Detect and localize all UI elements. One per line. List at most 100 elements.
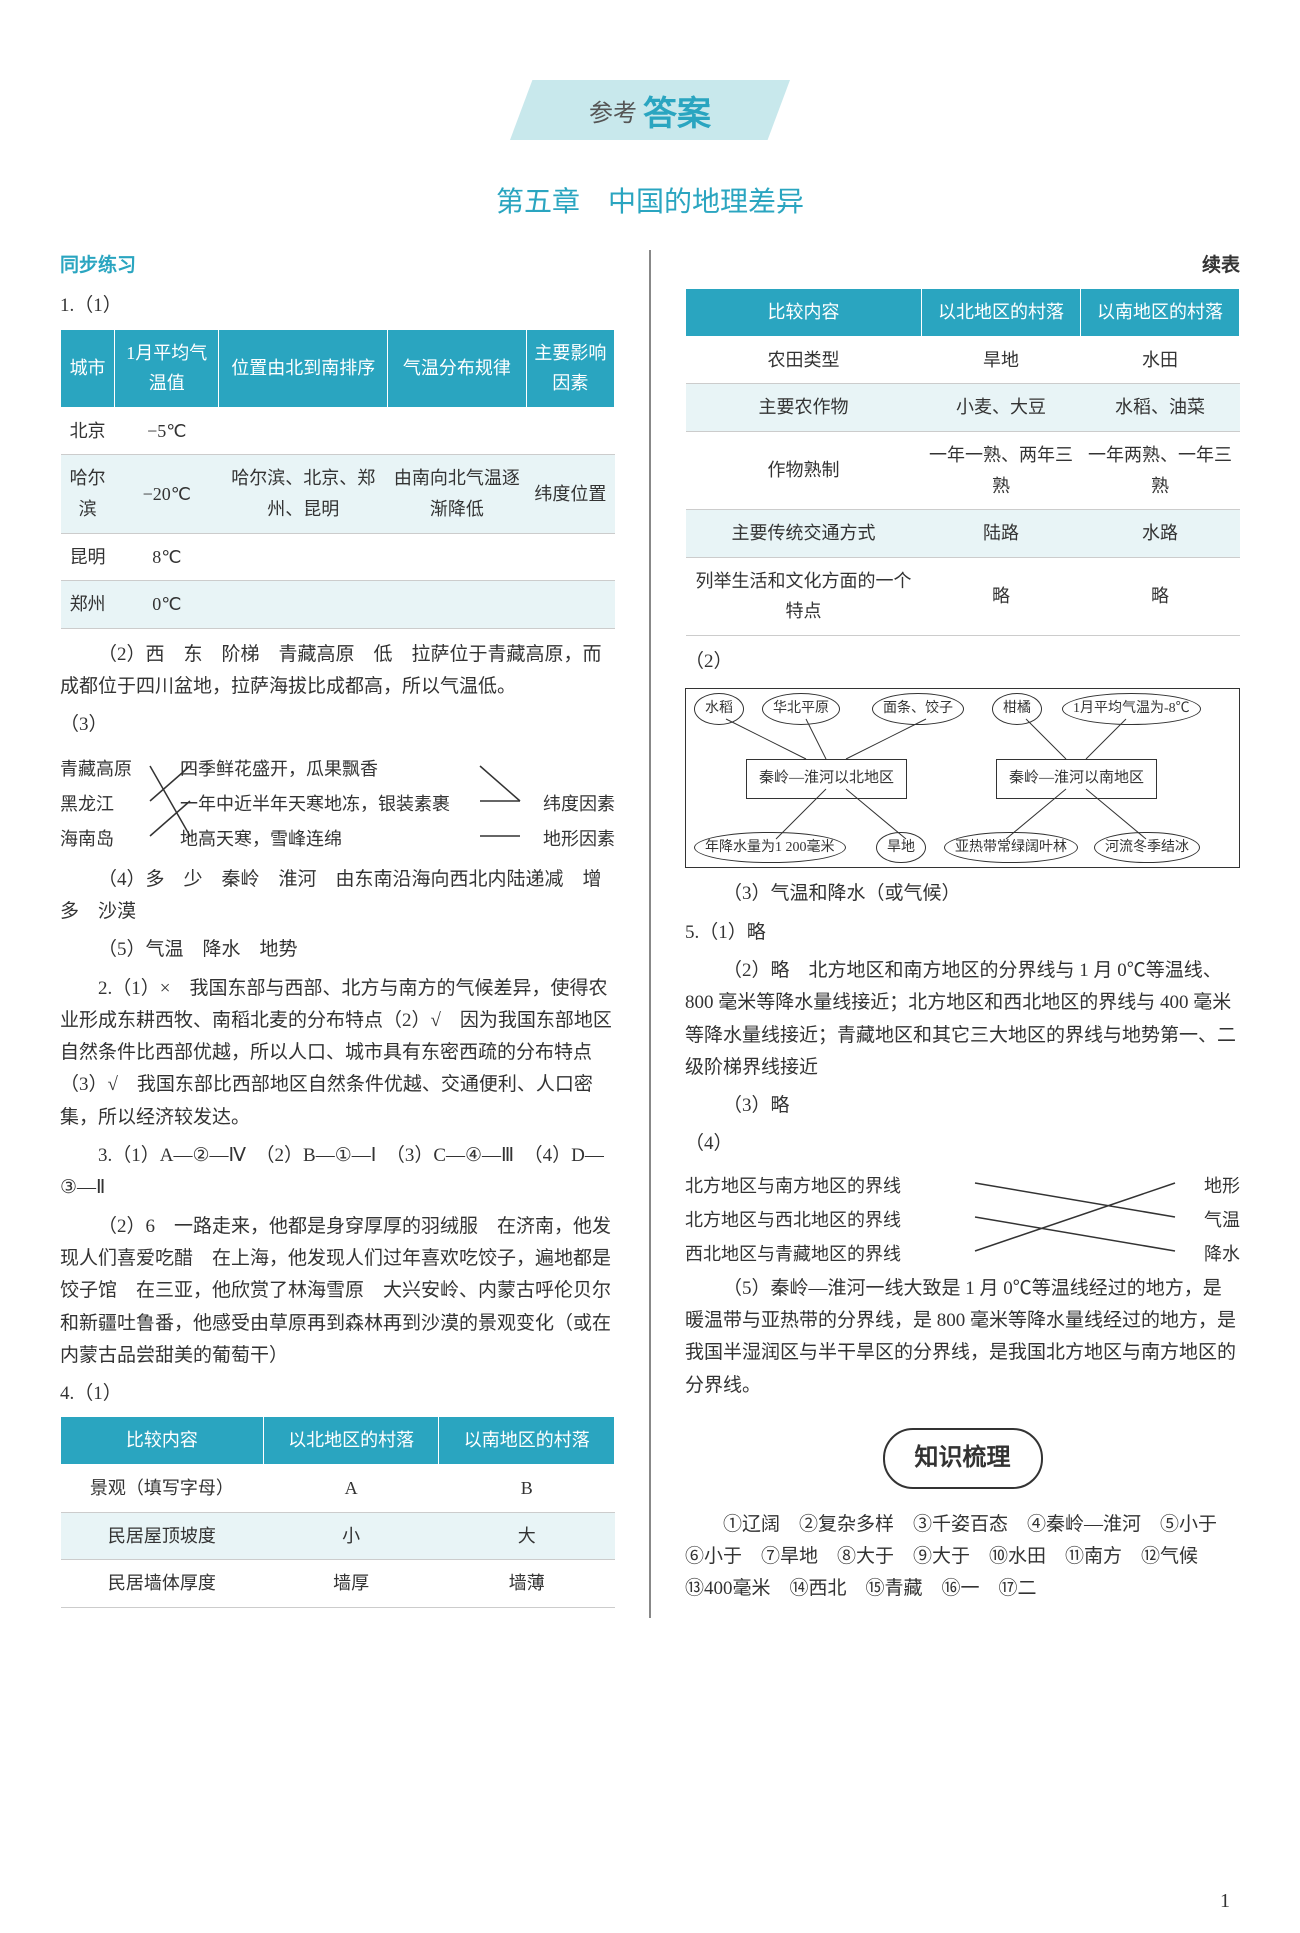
table-cell [219, 533, 388, 581]
oval-1: 水稻 [694, 693, 744, 725]
oval-6: 年降水量为1 200毫米 [694, 832, 846, 864]
table-cell: 略 [1081, 557, 1240, 635]
table-row: 昆明8℃ [61, 533, 615, 581]
match2-r1: 气温 [1204, 1205, 1240, 1236]
table-header: 城市 [61, 329, 115, 407]
table-row: 民居墙体厚度墙厚墙薄 [61, 1560, 615, 1608]
table-cell: 纬度位置 [526, 455, 614, 533]
match1-l2: 海南岛 [60, 824, 114, 855]
match1-r1: 纬度因素 [543, 789, 615, 820]
table-cell: 水路 [1081, 510, 1240, 558]
two-column-layout: 同步练习 1.（1） 城市1月平均气温值位置由北到南排序气温分布规律主要影响因素… [60, 250, 1240, 1618]
table-cell: 景观（填写字母） [61, 1464, 264, 1512]
table-cell: 略 [922, 557, 1081, 635]
left-column: 同步练习 1.（1） 城市1月平均气温值位置由北到南排序气温分布规律主要影响因素… [60, 250, 615, 1618]
oval-8: 亚热带常绿阔叶林 [944, 832, 1078, 864]
table-header: 位置由北到南排序 [219, 329, 388, 407]
table-row: 北京−5℃ [61, 407, 615, 455]
oval-4: 柑橘 [992, 693, 1042, 725]
answer-1-2: （2）西 东 阶梯 青藏高原 低 拉萨位于青藏高原，而成都位于四川盆地，拉萨海拔… [60, 639, 615, 704]
table-cell: 昆明 [61, 533, 115, 581]
match1-m1: 一年中近半年天寒地冻，银装素裹 [180, 789, 460, 820]
table-row: 列举生活和文化方面的一个特点略略 [686, 557, 1240, 635]
concept-diagram: 水稻 华北平原 面条、饺子 柑橘 1月平均气温为-8℃ 秦岭—淮河以北地区 秦岭… [685, 688, 1240, 868]
table-city-temperature: 城市1月平均气温值位置由北到南排序气温分布规律主要影响因素 北京−5℃哈尔滨−2… [60, 329, 615, 629]
table-header: 以北地区的村落 [922, 289, 1081, 337]
table-cell [388, 533, 527, 581]
table-header: 比较内容 [61, 1417, 264, 1465]
match1-l1: 黑龙江 [60, 789, 114, 820]
box-north: 秦岭—淮河以北地区 [746, 759, 907, 799]
table-cell: 水稻、油菜 [1081, 384, 1240, 432]
box-south: 秦岭—淮河以南地区 [996, 759, 1157, 799]
table-cell: 旱地 [922, 336, 1081, 384]
answer-1-5: （5）气温 降水 地势 [60, 934, 615, 966]
table-cell: A [263, 1464, 439, 1512]
match2-l0: 北方地区与南方地区的界线 [685, 1171, 901, 1202]
answer-1-3-label: （3） [60, 709, 615, 741]
table-cell: 大 [439, 1512, 615, 1560]
table-cell [219, 407, 388, 455]
section-label: 同步练习 [60, 250, 615, 282]
match2-r2: 降水 [1204, 1239, 1240, 1270]
table-header: 主要影响因素 [526, 329, 614, 407]
table-cell: 北京 [61, 407, 115, 455]
match1-m2: 地高天寒，雪峰连绵 [180, 824, 460, 855]
table-row: 景观（填写字母）AB [61, 1464, 615, 1512]
table-header: 以南地区的村落 [439, 1417, 615, 1465]
table-cell [388, 407, 527, 455]
match2-r0: 地形 [1204, 1171, 1240, 1202]
table-row: 农田类型旱地水田 [686, 336, 1240, 384]
table-cell: 农田类型 [686, 336, 922, 384]
table-row: 主要农作物小麦、大豆水稻、油菜 [686, 384, 1240, 432]
answer-1-4: （4）多 少 秦岭 淮河 由东南沿海向西北内陆递减 增多 沙漠 [60, 864, 615, 929]
oval-9: 河流冬季结冰 [1094, 832, 1200, 864]
match2-l2: 西北地区与青藏地区的界线 [685, 1239, 901, 1270]
table-cell [526, 581, 614, 629]
answer-5-2: （2）略 北方地区和南方地区的分界线与 1 月 0℃等温线、800 毫米等降水量… [685, 955, 1240, 1084]
title-big: 答案 [643, 86, 711, 135]
table-header: 比较内容 [686, 289, 922, 337]
title-small: 参考 [589, 93, 637, 128]
match1-r2: 地形因素 [543, 824, 615, 855]
table-cell: −5℃ [115, 407, 219, 455]
match1-m0: 四季鲜花盛开，瓜果飘香 [180, 754, 460, 785]
table-cell: 作物熟制 [686, 432, 922, 510]
table-cell: 哈尔滨、北京、郑州、昆明 [219, 455, 388, 533]
table-cell [388, 581, 527, 629]
answer-3: 3.（1）A—②—Ⅳ （2）B—①—Ⅰ （3）C—④—Ⅲ （4）D—③—Ⅱ [60, 1140, 615, 1205]
table-cell: 8℃ [115, 533, 219, 581]
column-divider [649, 250, 651, 1618]
table-cell: 水田 [1081, 336, 1240, 384]
table-row: 哈尔滨−20℃哈尔滨、北京、郑州、昆明由南向北气温逐渐降低纬度位置 [61, 455, 615, 533]
match2-l1: 北方地区与西北地区的界线 [685, 1205, 901, 1236]
answer-2: 2.（1）× 我国东部与西部、北方与南方的气候差异，使得农业形成东耕西牧、南稻北… [60, 973, 615, 1134]
answer-title-banner: 参考 答案 [510, 80, 790, 140]
table-cell: 0℃ [115, 581, 219, 629]
match1-l0: 青藏高原 [60, 754, 132, 785]
table-cell: 陆路 [922, 510, 1081, 558]
answer-5-3: （3）略 [685, 1090, 1240, 1122]
table-row: 民居屋顶坡度小大 [61, 1512, 615, 1560]
table-cell [526, 533, 614, 581]
knowledge-text: ①辽阔 ②复杂多样 ③千姿百态 ④秦岭—淮河 ⑤小于 ⑥小于 ⑦旱地 ⑧大于 ⑨… [685, 1509, 1240, 1606]
oval-5: 1月平均气温为-8℃ [1062, 693, 1201, 725]
table-cell: 小 [263, 1512, 439, 1560]
table-cell: 民居屋顶坡度 [61, 1512, 264, 1560]
answer-4-2-label: （2） [685, 646, 1240, 678]
table-cell: 郑州 [61, 581, 115, 629]
table-village-compare-2: 比较内容以北地区的村落以南地区的村落 农田类型旱地水田主要农作物小麦、大豆水稻、… [685, 288, 1240, 636]
oval-2: 华北平原 [762, 693, 840, 725]
table-cell: 主要农作物 [686, 384, 922, 432]
answer-5-1: 5.（1）略 [685, 917, 1240, 949]
knowledge-heading: 知识梳理 [883, 1428, 1043, 1489]
answer-4-label: 4.（1） [60, 1378, 615, 1410]
matching-diagram-1: 青藏高原 黑龙江 海南岛 四季鲜花盛开，瓜果飘香 一年中近半年天寒地冻，银装素裹… [60, 748, 615, 858]
oval-7: 旱地 [876, 832, 926, 864]
table-cell: 由南向北气温逐渐降低 [388, 455, 527, 533]
answer-5-5: （5）秦岭—淮河一线大致是 1 月 0℃等温线经过的地方，是暖温带与亚热带的分界… [685, 1273, 1240, 1402]
table-cell: 一年一熟、两年三熟 [922, 432, 1081, 510]
table-cell: 小麦、大豆 [922, 384, 1081, 432]
table-header: 以北地区的村落 [263, 1417, 439, 1465]
table-cell: 墙薄 [439, 1560, 615, 1608]
